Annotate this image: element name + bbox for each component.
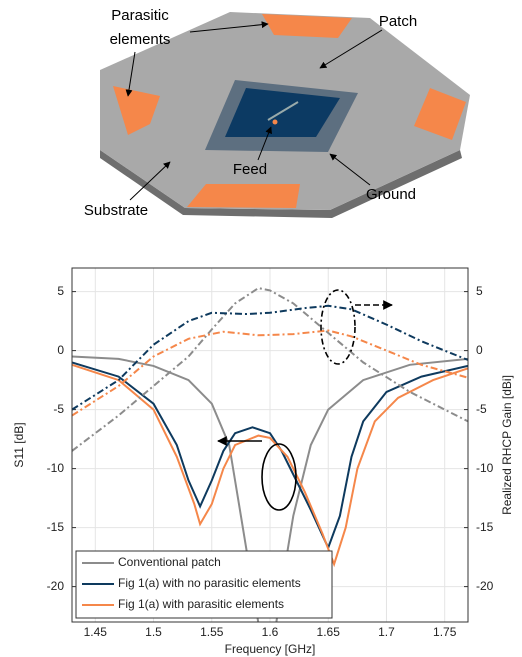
parasitic-element — [262, 14, 352, 38]
x-tick-label: 1.65 — [317, 625, 341, 639]
label: Ground — [366, 186, 416, 203]
x-axis-label: Frequency [GHz] — [225, 642, 316, 656]
y2-tick-label: 0 — [476, 343, 483, 357]
x-tick-label: 1.5 — [145, 625, 162, 639]
x-tick-label: 1.7 — [378, 625, 395, 639]
y2-tick-label: -20 — [476, 579, 494, 593]
x-tick-label: 1.75 — [433, 625, 457, 639]
label: Substrate — [84, 202, 148, 219]
feed-point — [273, 120, 278, 125]
label: Feed — [233, 161, 267, 178]
label: elements — [110, 31, 171, 48]
legend-label: Fig 1(a) with no parasitic elements — [118, 576, 301, 590]
y-tick-label: -10 — [47, 461, 65, 475]
x-tick-label: 1.6 — [262, 625, 279, 639]
chart: 1.45 1.5 1.55 1.6 1.65 1.7 1.75 -20 -15 -10 -5 0 5 -2… — [47, 268, 494, 657]
label: Patch — [379, 13, 417, 30]
x-tick-label: 1.55 — [200, 625, 224, 639]
y-tick-label: 5 — [57, 284, 64, 298]
y2-tick-label: -15 — [476, 520, 494, 534]
y2-tick-label: -5 — [476, 402, 487, 416]
y-axis-label: S11 [dB] — [12, 422, 26, 467]
parasitic-element — [187, 184, 300, 208]
y-tick-label: -20 — [47, 579, 65, 593]
x-tick-label: 1.45 — [84, 625, 108, 639]
label: Parasitic — [111, 7, 169, 24]
y2-tick-label: -10 — [476, 461, 494, 475]
y2-tick-label: 5 — [476, 284, 483, 298]
y-tick-label: -15 — [47, 520, 65, 534]
y2-axis-label: Realized RHCP Gain [dBi] — [500, 375, 514, 515]
figure: Parasitic elements Patch Feed Ground Sub… — [0, 0, 522, 657]
y-tick-label: -5 — [53, 402, 64, 416]
legend-label: Conventional patch — [118, 555, 221, 569]
antenna-diagram: Parasitic elements Patch Feed Ground Sub… — [84, 7, 470, 219]
y-tick-label: 0 — [57, 343, 64, 357]
legend-label: Fig 1(a) with parasitic elements — [118, 597, 284, 611]
